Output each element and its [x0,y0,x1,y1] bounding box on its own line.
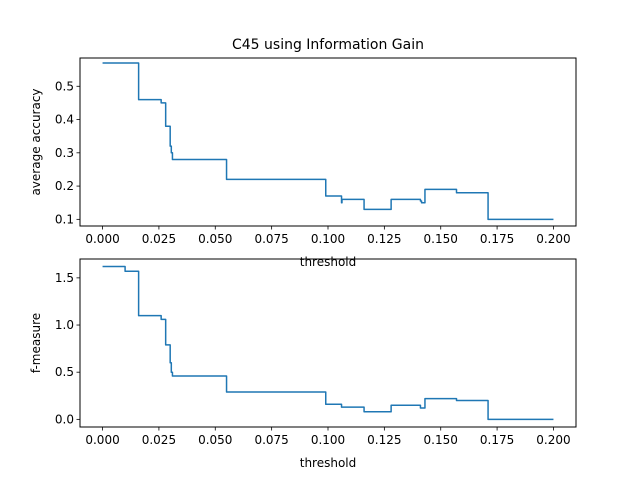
accuracy-x-tick-label: 0.025 [142,232,176,246]
f-measure-x-tick-label: 0.100 [311,433,345,447]
accuracy-y-ticks: 0.1 0.2 0.3 0.4 0.5 [55,79,80,226]
accuracy-y-tick-label: 0.5 [55,79,74,93]
accuracy-series-group [102,62,554,221]
chart-title: C45 using Information Gain [232,37,424,53]
accuracy-y-tick-label: 0.1 [55,212,74,226]
f-measure-y-tick-label: 0.5 [55,365,74,379]
accuracy-x-tick-label: 0.100 [311,232,345,246]
accuracy-x-tick-label: 0.125 [367,232,401,246]
f-measure-x-tick-label: 0.125 [367,433,401,447]
f-measure-x-tick-label: 0.175 [480,433,514,447]
accuracy-series-line [102,62,554,221]
f-measure-y-tick-label: 0.0 [55,412,74,426]
f-measure-x-tick-label: 0.200 [536,433,570,447]
accuracy-x-tick-label: 0.200 [536,232,570,246]
f-measure-x-axis-label: threshold [300,456,357,470]
accuracy-x-tick-label: 0.150 [424,232,458,246]
accuracy-x-axis-label: threshold [300,255,357,269]
f-measure-series-group [102,265,554,421]
accuracy-x-tick-label: 0.050 [198,232,232,246]
f-measure-y-tick-label: 1.5 [55,271,74,285]
f-measure-x-tick-label: 0.000 [85,433,119,447]
accuracy-x-tick-label: 0.000 [85,232,119,246]
accuracy-x-tick-label: 0.075 [254,232,288,246]
f-measure-x-ticks: 0.000 0.025 0.050 0.075 0.100 0.125 0.150 0.175… [85,427,571,447]
accuracy-y-tick-label: 0.4 [55,113,74,127]
f-measure-x-tick-label: 0.075 [254,433,288,447]
f-measure-series-line [102,265,554,421]
accuracy-x-tick-label: 0.175 [480,232,514,246]
f-measure-chart: 0.000 0.025 0.050 0.075 0.100 0.125 0.150 0.175… [29,258,577,470]
accuracy-y-tick-label: 0.2 [55,179,74,193]
accuracy-y-tick-label: 0.3 [55,146,74,160]
f-measure-y-tick-label: 1.0 [55,318,74,332]
f-measure-x-tick-label: 0.150 [424,433,458,447]
f-measure-x-tick-label: 0.050 [198,433,232,447]
f-measure-x-tick-label: 0.025 [142,433,176,447]
accuracy-x-ticks: 0.000 0.025 0.050 0.075 0.100 0.125 0.150 0.175… [85,226,571,246]
f-measure-y-axis-label: f-measure [29,313,43,373]
f-measure-y-ticks: 0.0 0.5 1.0 1.5 [55,271,80,426]
accuracy-y-axis-label: average accuracy [29,88,43,195]
